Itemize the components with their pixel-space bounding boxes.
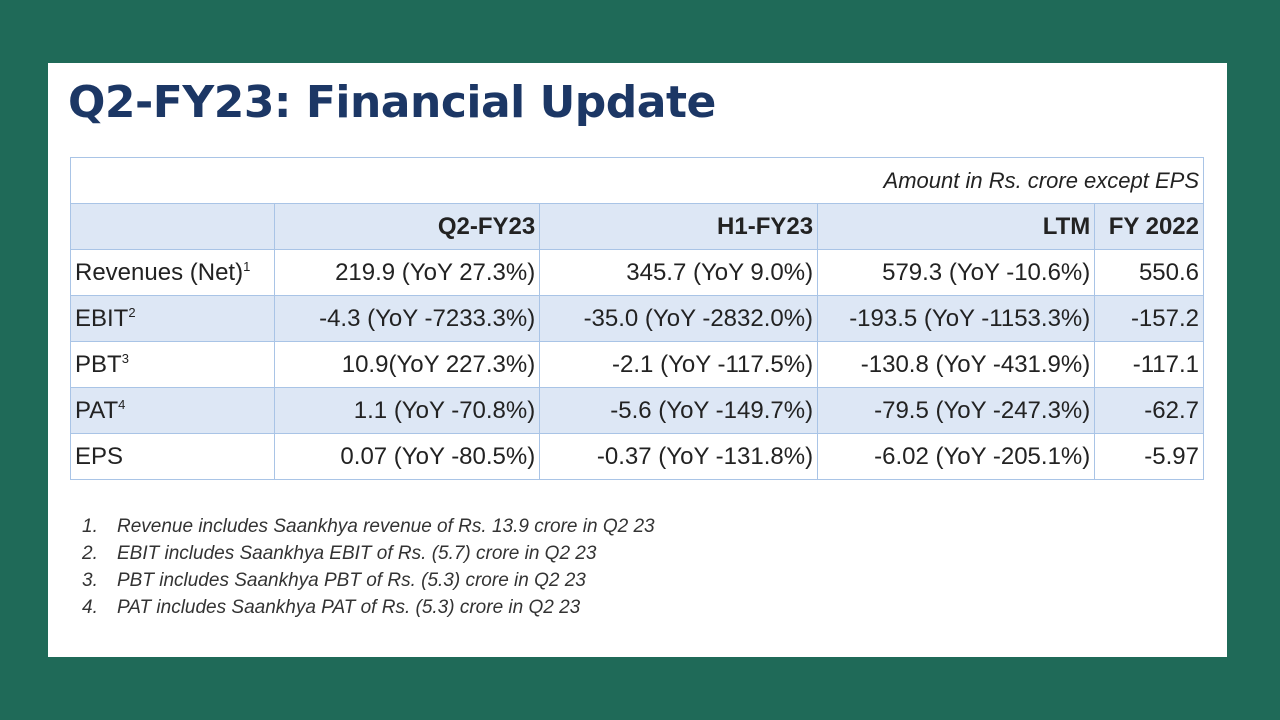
table-row: EPS 0.07 (YoY -80.5%) -0.37 (YoY -131.8%… [69,433,1204,480]
row-label: Revenues (Net)1 [69,249,276,296]
footnote-text: EBIT includes Saankhya EBIT of Rs. (5.7)… [117,543,597,564]
table-row: PAT4 1.1 (YoY -70.8%) -5.6 (YoY -149.7%)… [69,387,1204,434]
table-cell: -2.1 (YoY -117.5%) [539,341,819,388]
footnote-number: 3. [82,570,98,591]
table-cell: -79.5 (YoY -247.3%) [817,387,1096,434]
table-cell: 219.9 (YoY 27.3%) [274,249,541,296]
row-label: EPS [69,433,276,480]
footnote-text: Revenue includes Saankhya revenue of Rs.… [117,516,655,537]
table-cell: -193.5 (YoY -1153.3%) [817,295,1096,342]
row-label: PAT4 [69,387,276,434]
table-cell: 345.7 (YoY 9.0%) [539,249,819,296]
table-row: Revenues (Net)1 219.9 (YoY 27.3%) 345.7 … [69,249,1204,296]
header-cell: H1-FY23 [539,203,819,250]
footnote-item: 3. PBT includes Saankhya PBT of Rs. (5.3)… [82,567,655,594]
amount-note: Amount in Rs. crore except EPS [70,157,1204,204]
footnotes: 1. Revenue includes Saankhya revenue of R… [82,513,655,621]
footnote-ref: 3 [121,350,129,366]
footnote-number: 1. [82,516,98,537]
table-row: EBIT2 -4.3 (YoY -7233.3%) -35.0 (YoY -28… [69,295,1204,342]
table-cell: 579.3 (YoY -10.6%) [817,249,1096,296]
table-cell: -117.1 [1094,341,1204,388]
row-label: PBT3 [69,341,276,388]
table-header-row: Q2-FY23 H1-FY23 LTM FY 2022 [69,203,1204,250]
table-cell: -6.02 (YoY -205.1%) [817,433,1096,480]
table-cell: 0.07 (YoY -80.5%) [274,433,541,480]
table-cell: 1.1 (YoY -70.8%) [274,387,541,434]
header-cell: Q2-FY23 [274,203,541,250]
table-cell: 10.9(YoY 227.3%) [274,341,541,388]
financial-table: Amount in Rs. crore except EPS Q2-FY23 H… [69,157,1204,480]
table-cell: -5.97 [1094,433,1204,480]
row-label: EBIT2 [69,295,276,342]
table-cell: 550.6 [1094,249,1204,296]
header-cell [69,203,276,250]
footnote-number: 2. [82,543,98,564]
header-cell: LTM [817,203,1096,250]
table-cell: -4.3 (YoY -7233.3%) [274,295,541,342]
footnote-number: 4. [82,597,98,618]
table-cell: -130.8 (YoY -431.9%) [817,341,1096,388]
header-cell: FY 2022 [1094,203,1204,250]
slide: Q2-FY23: Financial Update Amount in Rs. … [48,63,1227,657]
table-cell: -5.6 (YoY -149.7%) [539,387,819,434]
table-cell: -157.2 [1094,295,1204,342]
table-cell: -0.37 (YoY -131.8%) [539,433,819,480]
footnote-item: 2. EBIT includes Saankhya EBIT of Rs. (5.… [82,540,655,567]
row-label-text: PAT [75,396,119,424]
row-label-text: PBT [75,350,122,378]
table-row: PBT3 10.9(YoY 227.3%) -2.1 (YoY -117.5%)… [69,341,1204,388]
page-title: Q2-FY23: Financial Update [68,77,716,128]
footnote-ref: 4 [118,396,126,412]
table-cell: -35.0 (YoY -2832.0%) [539,295,819,342]
footnote-ref: 2 [128,304,136,320]
row-label-text: Revenues (Net) [75,258,244,286]
footnote-item: 1. Revenue includes Saankhya revenue of R… [82,513,655,540]
footnote-text: PAT includes Saankhya PAT of Rs. (5.3) c… [117,597,581,618]
footnote-ref: 1 [243,258,251,274]
footnote-item: 4. PAT includes Saankhya PAT of Rs. (5.3)… [82,594,655,621]
table-cell: -62.7 [1094,387,1204,434]
footnote-text: PBT includes Saankhya PBT of Rs. (5.3) c… [117,570,586,591]
row-label-text: EBIT [75,304,129,332]
table-note-row: Amount in Rs. crore except EPS [70,157,1204,204]
row-label-text: EPS [75,442,124,470]
